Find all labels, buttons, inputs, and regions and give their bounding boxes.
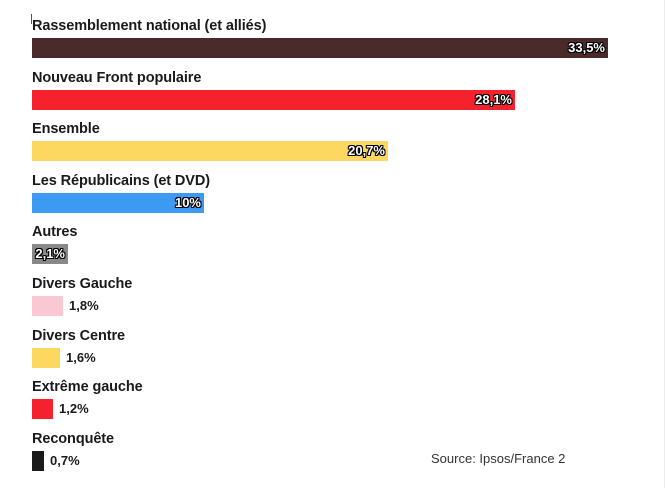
bar — [32, 38, 608, 58]
category-label: Nouveau Front populaire — [32, 69, 202, 86]
bar — [32, 347, 60, 368]
bar — [32, 296, 63, 316]
source-note: Source: Ipsos/France 2 — [431, 451, 566, 466]
category-label: Autres — [32, 224, 78, 241]
value-label: 20,7% — [348, 143, 385, 159]
bar — [32, 450, 44, 471]
value-label: 2,1% — [35, 246, 65, 262]
bar — [32, 89, 515, 110]
value-label: 1,6% — [66, 349, 96, 365]
bar — [32, 244, 68, 265]
category-label: Rassemblement national (et alliés) — [32, 18, 267, 34]
bar — [32, 399, 53, 420]
value-label: 0,7% — [50, 452, 80, 468]
axis-line — [31, 14, 32, 24]
bar — [32, 192, 204, 213]
value-label: 28,1% — [475, 91, 512, 107]
category-label: Extrême gauche — [32, 379, 143, 396]
value-label: 1,8% — [69, 298, 99, 313]
category-label: Ensemble — [32, 121, 100, 138]
category-label: Divers Centre — [32, 327, 125, 344]
category-label: Divers Gauche — [32, 276, 133, 292]
bar — [32, 141, 388, 162]
value-label: 1,2% — [59, 401, 89, 417]
category-label: Reconquête — [32, 430, 114, 447]
category-label: Les Républicains (et DVD) — [32, 172, 210, 189]
value-label: 10% — [174, 194, 201, 210]
value-label: 33,5% — [568, 40, 605, 55]
